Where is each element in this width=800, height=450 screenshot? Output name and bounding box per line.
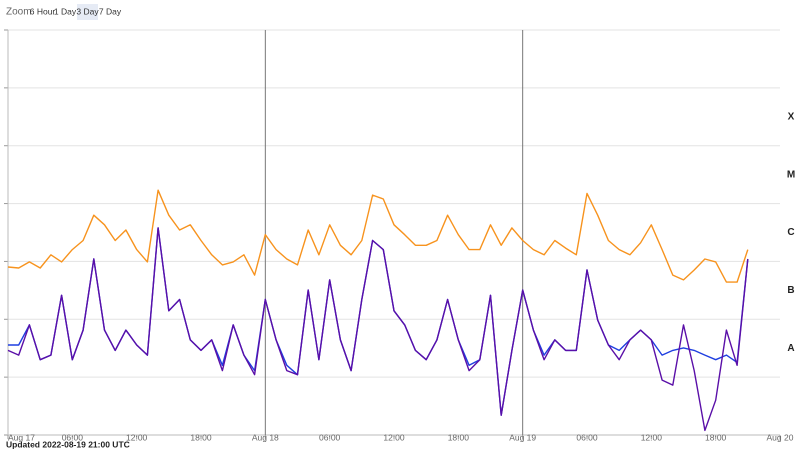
series-line [7,189,749,283]
zoom-button-bg [77,4,98,20]
series-line [7,227,749,432]
zoom-button[interactable]: 6 Hour [30,6,56,16]
x-tick-label: 06:00 [62,432,84,442]
x-tick-label: Aug 17 [8,432,35,442]
zoom-button[interactable]: 1 Day [54,6,77,16]
x-tick-label: 06:00 [319,432,341,442]
flare-class-label: M [787,169,795,180]
zoom-label: Zoom [6,7,32,18]
updated-note: Updated 2022-08-19 21:00 UTC [6,439,130,449]
flare-class-label: C [787,227,794,238]
flare-class-label: A [787,343,794,354]
zoom-button[interactable]: 3 Day [76,6,99,16]
x-tick-label: 06:00 [576,432,598,442]
flare-class-label: X [788,111,795,122]
x-tick-label: 12:00 [383,432,405,442]
x-tick-label: 12:00 [641,432,663,442]
flare-class-label: B [787,285,794,296]
x-tick-label: 18:00 [448,432,470,442]
x-tick-label: Aug 18 [252,432,279,442]
x-tick-label: Aug 19 [509,432,536,442]
zoom-button[interactable]: 7 Day [99,6,122,16]
x-tick-label: 18:00 [190,432,212,442]
x-tick-label: 12:00 [126,432,148,442]
x-tick-label: 18:00 [705,432,727,442]
series-line [8,227,749,416]
x-tick-label: Aug 20 [767,432,794,442]
